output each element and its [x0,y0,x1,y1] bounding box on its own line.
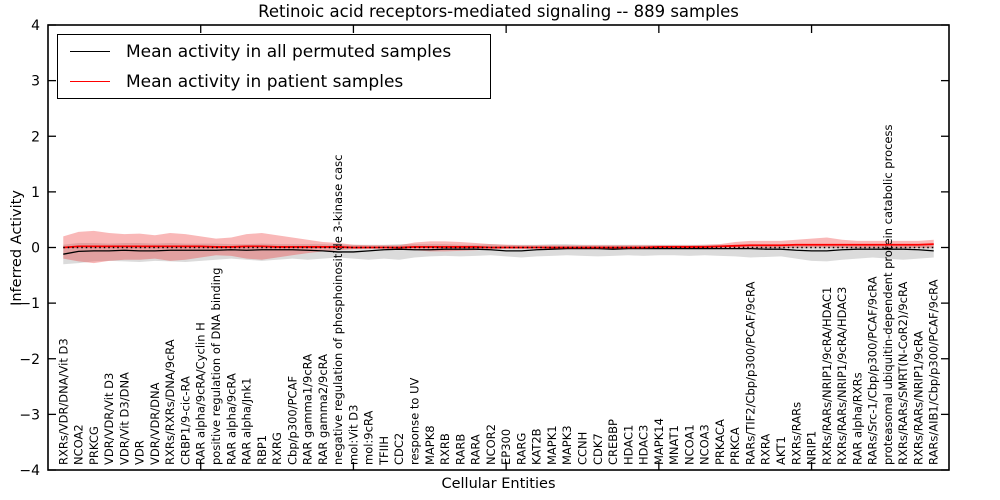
x-tick-label: RARs/TIF2/Cbp/p300/PCAF/9cRA [743,281,757,465]
y-tick-label: 2 [31,129,40,145]
x-tick-label: RXRs/RARs/NRIP1/9cRA [911,331,925,465]
y-tick-label: −4 [19,463,40,479]
legend-box: Mean activity in all permuted samples Me… [57,34,491,99]
x-tick-label: VDR/VDR/DNA [148,382,162,465]
x-tick-label: RXRs/VDR/DNA/Vit D3 [56,338,70,465]
legend-label-patient: Mean activity in patient samples [126,71,404,92]
axes-spines-and-ticks [47,24,950,471]
x-tick-label: CCNH [575,432,589,465]
x-tick-label: TFIIH [377,436,391,466]
legend-item-permuted: Mean activity in all permuted samples [70,39,490,65]
x-tick-label: PRKACA [713,419,727,465]
x-tick-label: RAR gamma1/9cRA [301,354,315,465]
y-tick-label: 4 [31,18,40,34]
x-tick-label: RXRB [438,433,452,465]
y-tick-label: −2 [19,352,40,368]
x-tick-label: RXRs/RARs/NRIP1/9cRA/HDAC3 [835,287,849,465]
x-tick-label: CRBP1/9-cic-RA [178,376,192,465]
x-tick-label: proteasomal ubiquitin-dependent protein … [881,124,895,465]
x-tick-label: RXRs/RXRs/DNA/9cRA [163,339,177,465]
y-tick-label: 3 [31,74,40,90]
x-tick-label: response to UV [408,377,422,465]
x-axis-title: Cellular Entities [441,476,556,492]
x-tick-label: MNAT1 [667,425,681,465]
x-tick-label: NRIP1 [805,431,819,465]
x-tick-label: RARs/AIB1/Cbp/p300/PCAF/9cRA [927,279,941,465]
x-tick-label: RAR alpha/9cRA [224,373,238,465]
x-tick-label: RXRG [270,432,284,465]
x-tick-label: VDR/Vit D3/DNA [117,372,131,465]
x-tick-label: RAR alpha/RXRs [850,372,864,465]
x-tick-label: MAPK1 [545,425,559,465]
x-tick-label: CDC2 [392,433,406,465]
x-tick-label: EP300 [499,429,513,465]
chart-title: Retinoic acid receptors-mediated signali… [258,2,739,21]
x-tick-label: AKT1 [774,436,788,465]
x-tick-label: RXRs/RARs [789,402,803,465]
x-tick-labels: RXRs/VDR/DNA/Vit D3 NCOA2 PRKCG VDR/VDR/Vit… [56,124,940,466]
mean-line-permuted [63,247,934,255]
x-tick-label: CDK7 [591,433,605,465]
x-tick-label: RARG [514,433,528,465]
x-tick-label: MAPK3 [560,425,574,465]
x-tick-label: mol:9cRA [362,411,376,465]
x-tick-label: KAT2B [530,428,544,465]
patient-line-swatch [70,81,110,82]
x-tick-label: RARB [453,434,467,465]
y-tick-labels: −4 −3 −2 −1 0 1 2 3 4 [19,18,40,479]
y-tick-label: −1 [19,296,40,312]
x-tick-label: negative regulation of phosphoinositide … [331,154,345,465]
x-tick-label: VDR [133,440,147,465]
x-tick-label: HDAC1 [621,425,635,465]
x-tick-label: NCOA1 [682,424,696,465]
x-tick-label: positive regulation of DNA binding [209,268,223,465]
x-tick-label: NCOA3 [698,424,712,465]
x-tick-label: PRKCG [87,426,101,465]
x-tick-label: PRKCA [728,427,742,465]
y-tick-label: 1 [31,185,40,201]
x-tick-label: RXRs/RARs/SMRT(N-CoR2)/9cRA [896,281,910,465]
x-tick-label: MAPK14 [652,418,666,465]
mean-line-patient [63,243,934,249]
x-tick-label: Cbp/p300/PCAF [285,376,299,465]
x-tick-label: NCOA2 [72,424,86,465]
x-tick-label: RAR alpha/Jnk1 [240,378,254,465]
legend-label-permuted: Mean activity in all permuted samples [126,41,452,62]
x-tick-label: RAR alpha/9cRA/Cyclin H [194,322,208,465]
x-tick-label: RBP1 [255,435,269,465]
x-tick-label: RARs/Src-1/Cbp/p300/PCAF/9cRA [866,276,880,465]
x-tick-label: RARA [469,434,483,465]
x-tick-label: RAR gamma2/9cRA [316,354,330,465]
x-tick-label: CREBBP [606,419,620,465]
x-tick-label: NCOR2 [484,424,498,465]
y-tick-label: 0 [31,241,40,257]
x-tick-label: MAPK8 [423,425,437,465]
legend-item-patient: Mean activity in patient samples [70,69,490,95]
x-tick-label: mol:Vit D3 [346,405,360,465]
permuted-line-swatch [70,51,110,52]
x-tick-label: VDR/VDR/Vit D3 [102,373,116,465]
x-tick-label: RXRs/RARs/NRIP1/9cRA/HDAC1 [820,287,834,465]
x-tick-label: HDAC3 [637,425,651,465]
x-tick-label: RXRA [759,434,773,465]
y-tick-label: −3 [19,407,40,423]
series-lines [63,243,934,255]
